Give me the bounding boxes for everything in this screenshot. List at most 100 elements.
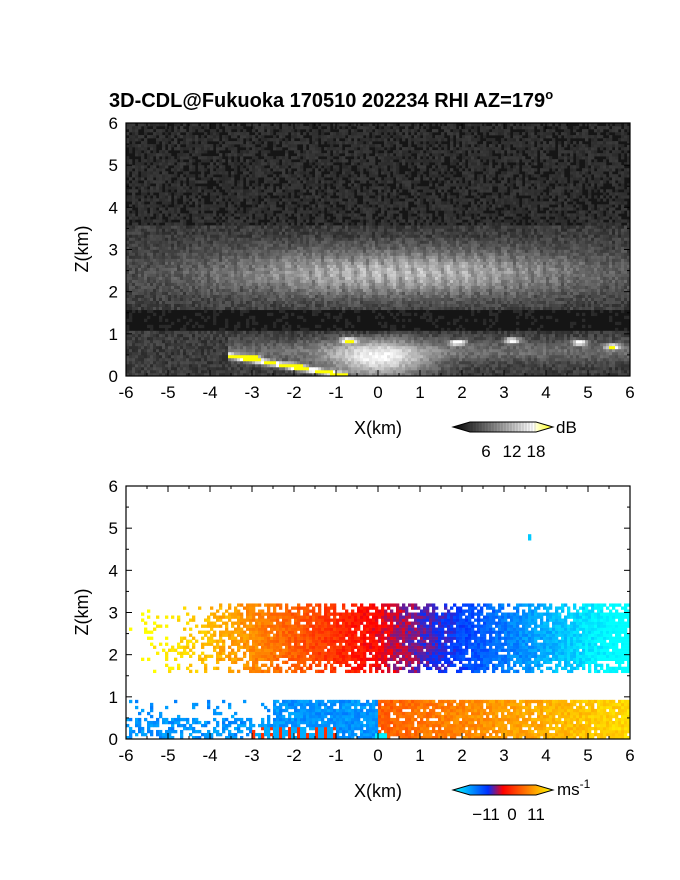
reflectivity-cell: [267, 330, 271, 335]
reflectivity-cell: [186, 282, 190, 286]
reflectivity-cell: [180, 300, 184, 305]
reflectivity-cell: [180, 360, 184, 365]
reflectivity-cell: [318, 342, 322, 347]
reflectivity-cell: [351, 342, 355, 347]
reflectivity-cell: [579, 306, 583, 311]
reflectivity-cell: [261, 282, 265, 286]
reflectivity-cell: [312, 294, 316, 298]
reflectivity-cell: [189, 282, 193, 286]
reflectivity-cell: [603, 294, 607, 298]
reflectivity-cell: [336, 270, 340, 274]
reflectivity-cell: [591, 363, 595, 368]
reflectivity-cell: [351, 339, 355, 344]
reflectivity-cell: [279, 297, 283, 301]
reflectivity-cell: [300, 363, 304, 368]
reflectivity-cell: [318, 336, 322, 341]
reflectivity-cell: [282, 306, 286, 311]
reflectivity-cell: [540, 348, 544, 353]
reflectivity-cell: [345, 369, 349, 374]
reflectivity-cell: [561, 363, 565, 368]
reflectivity-cell: [501, 297, 505, 301]
reflectivity-cell: [162, 282, 166, 286]
reflectivity-cell: [327, 336, 331, 341]
reflectivity-cell: [462, 342, 466, 347]
reflectivity-cell: [375, 372, 379, 376]
reflectivity-cell: [234, 330, 238, 335]
reflectivity-cell: [153, 279, 157, 283]
reflectivity-cell: [207, 288, 211, 292]
reflectivity-cell: [261, 273, 265, 277]
reflectivity-cell: [555, 348, 559, 353]
reflectivity-cell: [270, 360, 274, 365]
reflectivity-cell: [372, 294, 376, 298]
reflectivity-cell: [405, 333, 409, 338]
reflectivity-cell: [573, 303, 577, 308]
reflectivity-cell: [342, 333, 346, 338]
reflectivity-cell: [489, 348, 493, 353]
reflectivity-cell: [591, 342, 595, 347]
reflectivity-cell: [135, 357, 139, 362]
reflectivity-cell: [513, 342, 517, 347]
reflectivity-cell: [543, 351, 547, 356]
reflectivity-cell: [180, 276, 184, 280]
reflectivity-cell: [282, 345, 286, 350]
reflectivity-cell: [219, 327, 223, 332]
reflectivity-cell: [327, 282, 331, 286]
reflectivity-cell: [582, 333, 586, 338]
reflectivity-cell: [552, 363, 556, 368]
reflectivity-cell: [147, 309, 151, 314]
reflectivity-cell: [603, 288, 607, 292]
reflectivity-cell: [336, 339, 340, 344]
reflectivity-cell: [336, 327, 340, 332]
reflectivity-cell: [567, 303, 571, 308]
reflectivity-cell: [486, 276, 490, 280]
reflectivity-cell: [504, 282, 508, 286]
reflectivity-cell: [345, 372, 349, 376]
reflectivity-cell: [330, 282, 334, 286]
reflectivity-cell: [483, 354, 487, 359]
reflectivity-cell: [504, 369, 508, 374]
reflectivity-cell: [441, 348, 445, 353]
reflectivity-cell: [255, 288, 259, 292]
reflectivity-cell: [171, 288, 175, 292]
reflectivity-cell: [357, 351, 361, 356]
reflectivity-cell: [315, 345, 319, 350]
reflectivity-cell: [279, 303, 283, 308]
reflectivity-cell: [600, 294, 604, 298]
reflectivity-cell: [288, 366, 292, 371]
reflectivity-cell: [468, 273, 472, 277]
reflectivity-cell: [450, 354, 454, 359]
reflectivity-cell: [573, 321, 577, 326]
reflectivity-cell: [126, 318, 130, 323]
reflectivity-cell: [150, 297, 154, 301]
reflectivity-cell: [552, 366, 556, 371]
reflectivity-cell: [219, 360, 223, 365]
reflectivity-cell: [294, 288, 298, 292]
reflectivity-cell: [600, 270, 604, 274]
reflectivity-cell: [537, 285, 541, 289]
reflectivity-cell: [618, 363, 622, 368]
reflectivity-cell: [429, 300, 433, 305]
reflectivity-cell: [171, 300, 175, 305]
reflectivity-cell: [339, 327, 343, 332]
reflectivity-cell: [426, 276, 430, 280]
reflectivity-cell: [141, 372, 145, 376]
reflectivity-cell: [426, 273, 430, 277]
reflectivity-cell: [540, 372, 544, 376]
reflectivity-cell: [234, 300, 238, 305]
reflectivity-cell: [138, 279, 142, 283]
reflectivity-cell: [351, 324, 355, 329]
reflectivity-cell: [375, 279, 379, 283]
reflectivity-cell: [504, 345, 508, 350]
reflectivity-cell: [312, 369, 316, 374]
reflectivity-cell: [219, 366, 223, 371]
reflectivity-cell: [201, 351, 205, 356]
reflectivity-cell: [303, 273, 307, 277]
reflectivity-cell: [348, 294, 352, 298]
reflectivity-cell: [345, 306, 349, 311]
reflectivity-cell: [522, 369, 526, 374]
reflectivity-cell: [570, 345, 574, 350]
reflectivity-cell: [267, 357, 271, 362]
reflectivity-cell: [414, 282, 418, 286]
reflectivity-cell: [264, 333, 268, 338]
